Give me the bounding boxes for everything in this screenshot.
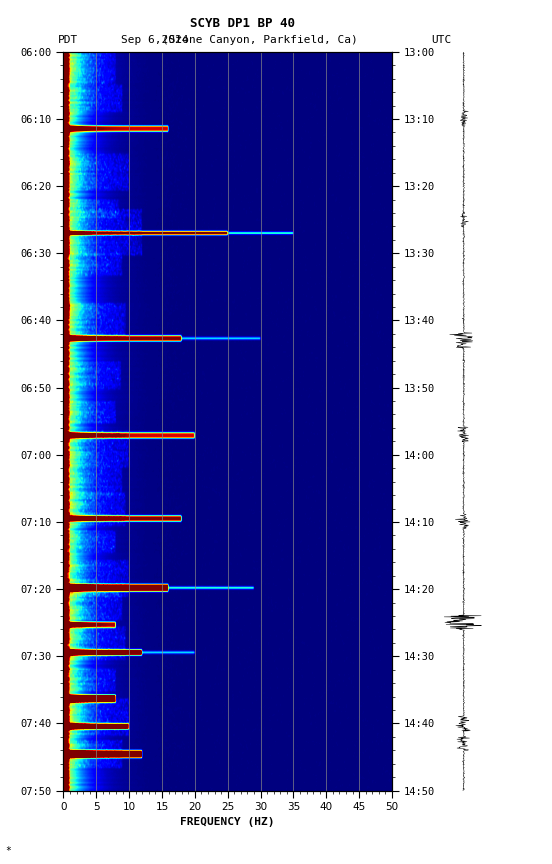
Text: Sep 6,2024: Sep 6,2024: [121, 35, 188, 45]
Text: SCYB DP1 BP 40: SCYB DP1 BP 40: [190, 17, 295, 30]
Text: (Stone Canyon, Parkfield, Ca): (Stone Canyon, Parkfield, Ca): [162, 35, 357, 45]
Text: UTC: UTC: [432, 35, 452, 45]
Text: PDT: PDT: [58, 35, 78, 45]
X-axis label: FREQUENCY (HZ): FREQUENCY (HZ): [181, 816, 275, 827]
Text: *: *: [6, 846, 12, 855]
